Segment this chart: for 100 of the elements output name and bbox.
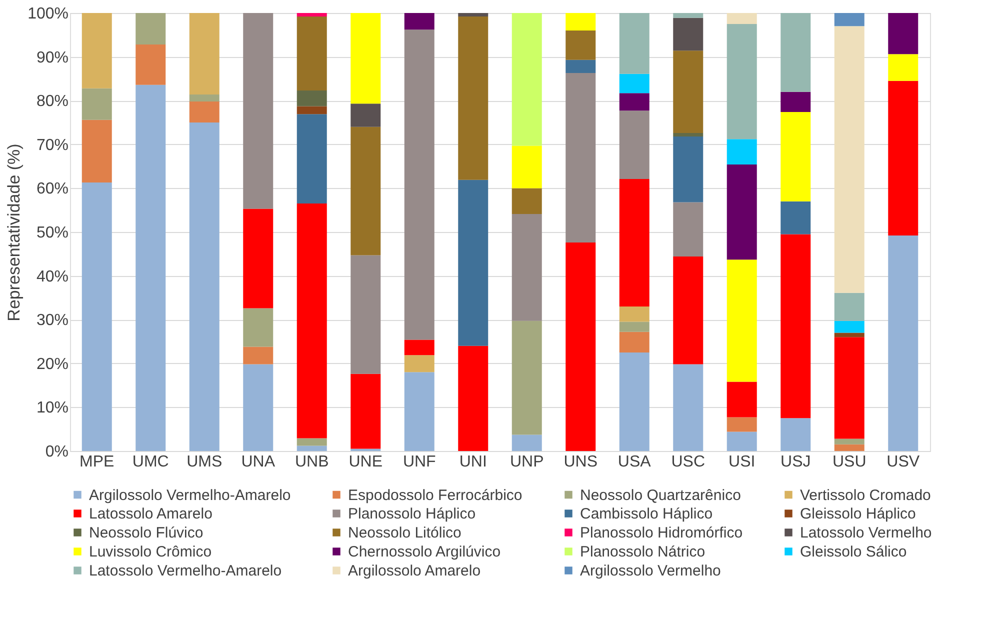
bar <box>619 179 650 306</box>
y-tick-label: 0% <box>45 444 68 460</box>
bar <box>296 13 327 17</box>
bar <box>404 355 434 372</box>
bar <box>780 92 811 112</box>
bar <box>243 346 274 364</box>
bar <box>834 320 864 333</box>
y-tick-label: 20% <box>36 356 68 373</box>
bar <box>243 308 274 347</box>
bar <box>619 93 650 111</box>
bar <box>780 112 811 202</box>
bar <box>82 13 112 88</box>
y-axis-title: Representatividade (%) <box>4 144 24 322</box>
bar <box>296 16 327 91</box>
legend-label: Argilossolo Vermelho <box>580 562 721 580</box>
bar <box>458 13 488 17</box>
y-tick-label: 10% <box>36 400 68 417</box>
bar <box>726 417 757 432</box>
bar <box>834 337 864 439</box>
bar <box>780 418 811 451</box>
bar <box>458 16 488 180</box>
y-tick-label: 60% <box>36 180 68 198</box>
bar <box>780 234 811 418</box>
bar <box>673 133 704 137</box>
x-tick-label: UMC <box>132 454 169 470</box>
legend-label: Planossolo Hidromórfico <box>580 524 743 542</box>
bar <box>189 122 220 451</box>
x-tick-label: USI <box>728 454 756 470</box>
y-tick-label: 30% <box>36 312 68 330</box>
bar <box>189 101 220 122</box>
x-tick-label: UNP <box>510 454 544 470</box>
bar <box>296 446 327 451</box>
bar <box>619 322 650 332</box>
bar <box>619 306 650 322</box>
bar <box>296 438 327 446</box>
bar <box>404 30 434 340</box>
bar <box>296 204 327 438</box>
bar <box>726 13 757 24</box>
bar <box>512 13 542 146</box>
bar <box>566 30 596 60</box>
bar <box>834 438 864 444</box>
legend-label: Vertissolo Cromado <box>800 486 931 504</box>
bar <box>780 13 811 92</box>
y-tick-label: 40% <box>36 268 68 286</box>
bar <box>673 136 704 202</box>
bar <box>512 434 542 451</box>
bar <box>726 432 757 451</box>
bar <box>834 26 864 293</box>
bar <box>566 73 596 243</box>
bar <box>673 364 704 451</box>
bar <box>673 202 704 257</box>
bar <box>512 320 542 435</box>
bar <box>566 60 596 74</box>
bar <box>243 364 274 451</box>
x-tick-label: UNF <box>402 454 436 470</box>
legend-label: Luvissolo Crômico <box>89 544 212 560</box>
x-tick-label: UNE <box>348 454 383 470</box>
legend-label: Cambissolo Háplico <box>580 506 713 522</box>
x-tick-label: USA <box>618 454 652 470</box>
bar <box>350 255 381 374</box>
legend-label: Chernossolo Argilúvico <box>348 544 501 560</box>
bar <box>404 13 434 30</box>
bar <box>189 13 220 94</box>
bar <box>296 90 327 106</box>
y-tick-label: 100% <box>28 6 68 22</box>
bar <box>888 13 918 54</box>
bar <box>404 372 434 451</box>
x-tick-label: UNS <box>564 454 598 470</box>
legend-label: Planossolo Háplico <box>348 506 476 522</box>
x-tick-label: UNB <box>294 454 329 470</box>
x-tick-label: MPE <box>80 454 114 470</box>
bar <box>82 120 112 183</box>
bar <box>780 201 811 234</box>
y-tick-label: 90% <box>36 49 68 66</box>
bar <box>136 13 166 45</box>
legend-label: Planossolo Nátrico <box>580 544 706 560</box>
y-tick-label: 80% <box>36 93 68 110</box>
legend-label: Neossolo Flúvico <box>89 524 204 542</box>
bar <box>296 106 327 114</box>
bar <box>512 214 542 321</box>
bar <box>619 74 650 94</box>
bar <box>243 13 274 209</box>
bar <box>888 80 918 236</box>
bar <box>726 260 757 382</box>
bar <box>619 110 650 179</box>
bar <box>458 346 488 451</box>
legend-label: Gleissolo Sálico <box>800 544 907 560</box>
bar <box>726 139 757 165</box>
bar <box>350 126 381 256</box>
legend-label: Latossolo Vermelho <box>800 524 932 542</box>
bar <box>726 164 757 260</box>
x-tick-label: USU <box>832 454 866 470</box>
x-tick-label: USV <box>886 454 920 470</box>
legend-label: Neossolo Litólico <box>348 524 462 542</box>
bar <box>350 374 381 449</box>
bar <box>566 13 596 31</box>
bar <box>136 44 166 85</box>
legend-label: Argilossolo Amarelo <box>348 562 481 580</box>
bar <box>458 180 488 346</box>
y-tick-label: 50% <box>36 224 68 242</box>
